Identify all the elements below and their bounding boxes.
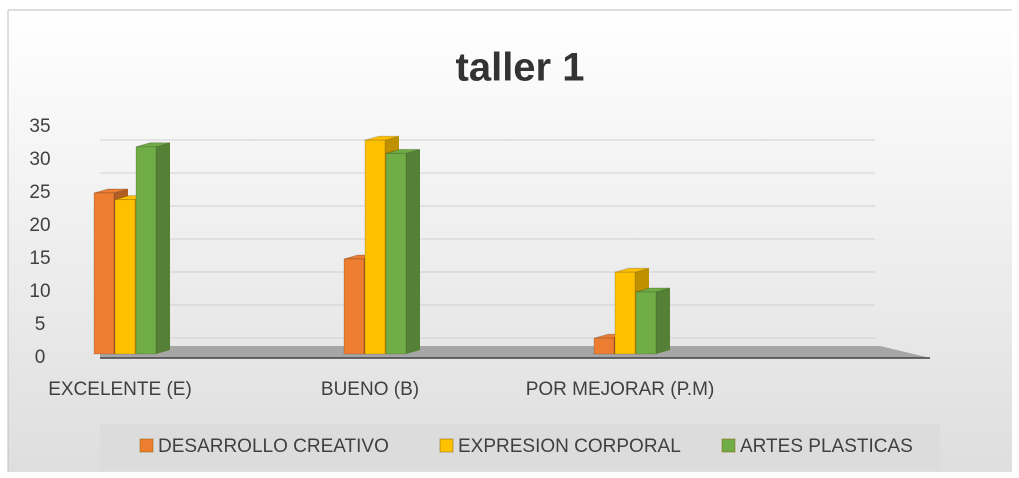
- bar: [114, 199, 136, 355]
- x-tick-label: BUENO (B): [321, 379, 419, 400]
- bar-side: [656, 288, 670, 354]
- legend-label: DESARROLLO CREATIVO: [158, 436, 389, 457]
- bar: [593, 337, 615, 355]
- bar-side: [156, 142, 170, 354]
- bar: [385, 152, 407, 355]
- legend-swatch: [439, 438, 454, 453]
- bar: [614, 271, 636, 355]
- y-tick-label: 10: [29, 281, 50, 302]
- bar: [364, 139, 386, 355]
- legend-box: [100, 424, 940, 470]
- y-tick-label: 25: [29, 182, 50, 203]
- legend-swatch: [721, 438, 736, 453]
- y-tick-label: 20: [29, 215, 50, 236]
- x-tick-label: POR MEJORAR (P.M): [526, 379, 715, 400]
- y-tick-label: 35: [29, 116, 50, 137]
- legend-swatch: [139, 438, 154, 453]
- legend-label: ARTES PLASTICAS: [740, 436, 913, 457]
- floor: [100, 346, 930, 358]
- plot: 0 5 10 15 20 25 30 35 EXCELENTE (E) BUENO (B) POR …: [29, 116, 912, 457]
- bar-side-shade: [156, 142, 170, 354]
- chart-title: taller 1: [456, 46, 585, 90]
- bar-side: [406, 149, 420, 354]
- bar: [93, 192, 115, 355]
- x-tick-label: EXCELENTE (E): [48, 379, 192, 400]
- y-tick-label: 15: [29, 248, 50, 269]
- bar: [635, 291, 657, 355]
- y-tick-label: 30: [29, 149, 50, 170]
- bar: [135, 146, 157, 355]
- y-tick-label: 0: [35, 347, 46, 368]
- bar: [343, 258, 365, 355]
- bar-side-shade: [406, 149, 420, 354]
- chart-background: [8, 10, 1012, 472]
- legend-label: EXPRESION CORPORAL: [458, 436, 681, 457]
- y-tick-label: 5: [35, 314, 46, 335]
- bar-side-shade: [656, 288, 670, 354]
